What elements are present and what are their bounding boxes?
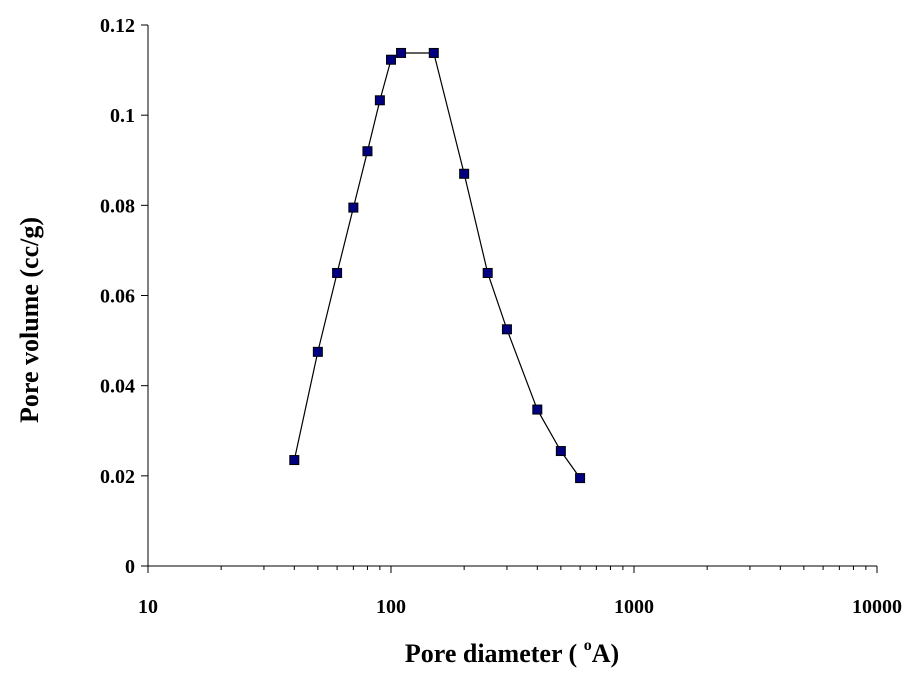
data-point-marker bbox=[501, 324, 512, 335]
y-tick-label: 0.04 bbox=[100, 376, 135, 398]
data-point-marker bbox=[386, 54, 396, 65]
data-point-marker bbox=[396, 47, 407, 58]
data-point-marker bbox=[362, 146, 373, 157]
y-tick-label: 0 bbox=[125, 556, 135, 578]
axes bbox=[147, 25, 877, 567]
x-axis-title-main: Pore diameter ( bbox=[405, 639, 584, 668]
data-point-marker bbox=[348, 202, 359, 213]
data-series bbox=[289, 47, 586, 484]
data-point-marker bbox=[532, 404, 543, 415]
y-tick-label: 0.12 bbox=[100, 15, 135, 37]
x-tick-label: 10 bbox=[138, 596, 158, 618]
x-tick-label: 100 bbox=[376, 596, 406, 618]
x-tick-label: 10000 bbox=[852, 596, 902, 618]
tick-labels: 0 0.02 0.04 0.06 0.08 0.1 0.12 10 100 1000 10000 bbox=[100, 15, 902, 618]
data-point-marker bbox=[575, 473, 586, 484]
x-tick-label: 1000 bbox=[614, 596, 654, 618]
data-point-marker bbox=[555, 446, 566, 457]
tick-marks bbox=[141, 24, 878, 573]
data-point-marker bbox=[312, 346, 323, 357]
data-point-marker bbox=[289, 455, 300, 466]
data-point-marker bbox=[482, 267, 493, 278]
data-point-marker bbox=[428, 47, 439, 58]
y-tick-label: 0.06 bbox=[100, 286, 135, 308]
y-tick-label: 0.1 bbox=[110, 105, 135, 127]
y-tick-label: 0.08 bbox=[100, 195, 135, 217]
data-point-marker bbox=[332, 267, 343, 278]
x-axis-title-tail: A) bbox=[592, 639, 619, 668]
data-point-marker bbox=[459, 168, 470, 179]
x-axis-title-superscript: o bbox=[584, 637, 592, 654]
y-axis-title: Pore volume (cc/g) bbox=[15, 217, 44, 423]
x-axis-title: Pore diameter ( oA) bbox=[405, 637, 619, 668]
data-point-marker bbox=[374, 95, 385, 106]
y-tick-label: 0.02 bbox=[100, 466, 135, 488]
